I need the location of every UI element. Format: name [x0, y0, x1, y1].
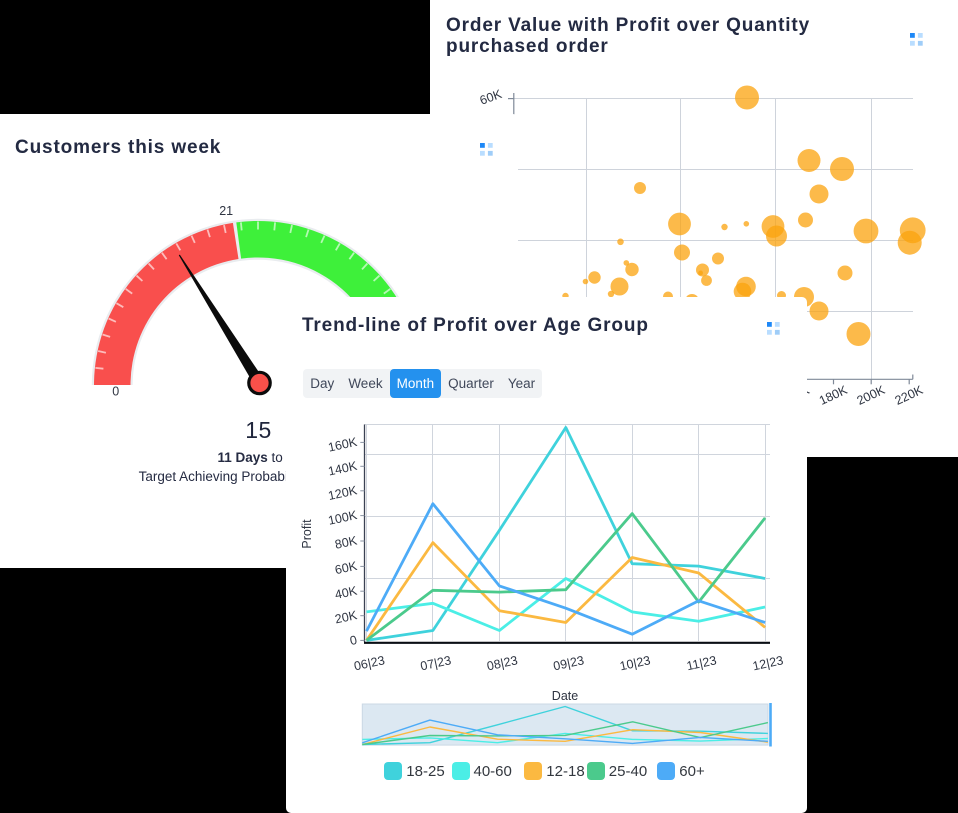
- svg-text:220K: 220K: [893, 383, 926, 408]
- svg-text:09|23: 09|23: [552, 653, 585, 673]
- svg-text:60K: 60K: [334, 559, 359, 577]
- svg-text:Date: Date: [552, 689, 578, 703]
- svg-text:140K: 140K: [327, 459, 359, 479]
- svg-text:100K: 100K: [327, 508, 359, 528]
- svg-text:12|23: 12|23: [751, 653, 784, 673]
- svg-text:20K: 20K: [334, 608, 359, 626]
- svg-text:08|23: 08|23: [486, 653, 519, 673]
- svg-text:0: 0: [349, 633, 359, 648]
- svg-text:07|23: 07|23: [419, 653, 452, 673]
- svg-text:120K: 120K: [327, 483, 359, 503]
- svg-text:180K: 180K: [817, 383, 850, 408]
- svg-text:60K: 60K: [478, 87, 504, 108]
- svg-text:21: 21: [219, 204, 233, 218]
- svg-text:06|23: 06|23: [353, 653, 386, 673]
- svg-text:Profit: Profit: [300, 519, 314, 549]
- svg-text:160K: 160K: [327, 435, 359, 455]
- svg-text:11|23: 11|23: [685, 653, 717, 673]
- svg-text:200K: 200K: [855, 383, 888, 408]
- svg-text:10|23: 10|23: [618, 653, 651, 673]
- svg-text:40K: 40K: [334, 584, 359, 602]
- svg-text:0: 0: [112, 384, 119, 398]
- svg-text:80K: 80K: [334, 533, 359, 551]
